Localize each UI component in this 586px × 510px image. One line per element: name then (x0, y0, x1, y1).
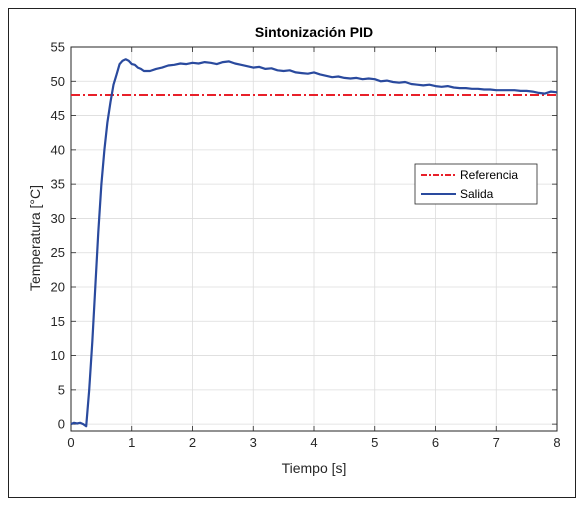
series-layer (70, 58, 558, 428)
x-tick-label: 0 (67, 435, 74, 450)
series-line-salida (70, 58, 558, 428)
legend: Referencia Salida (414, 163, 538, 205)
y-tick-label: 40 (51, 142, 65, 157)
y-tick-label: 0 (58, 417, 65, 432)
x-tick-label: 1 (128, 435, 135, 450)
x-tick-label: 5 (371, 435, 378, 450)
x-tick-label: 7 (493, 435, 500, 450)
y-tick-label: 15 (51, 314, 65, 329)
legend-label-referencia: Referencia (460, 168, 518, 182)
y-tick-label: 10 (51, 348, 65, 363)
y-axis-label: Temperatura [°C] (27, 185, 43, 291)
legend-box (414, 163, 538, 205)
y-tick-label: 50 (51, 74, 65, 89)
chart-title: Sintonización PID (255, 24, 373, 40)
y-tick-label: 25 (51, 245, 65, 260)
x-tick-label: 8 (553, 435, 560, 450)
y-tick-label: 55 (51, 40, 65, 55)
y-tick-label: 5 (58, 382, 65, 397)
x-tick-label: 3 (250, 435, 257, 450)
x-axis-label: Tiempo [s] (282, 460, 347, 476)
x-tick-label: 2 (189, 435, 196, 450)
grid-lines (70, 46, 558, 431)
y-tick-label: 30 (51, 211, 65, 226)
legend-label-salida: Salida (460, 187, 494, 201)
y-tick-label: 35 (51, 177, 65, 192)
y-tick-label: 45 (51, 108, 65, 123)
x-tick-label: 6 (432, 435, 439, 450)
y-tick-label: 20 (51, 280, 65, 295)
x-tick-label: 4 (310, 435, 317, 450)
